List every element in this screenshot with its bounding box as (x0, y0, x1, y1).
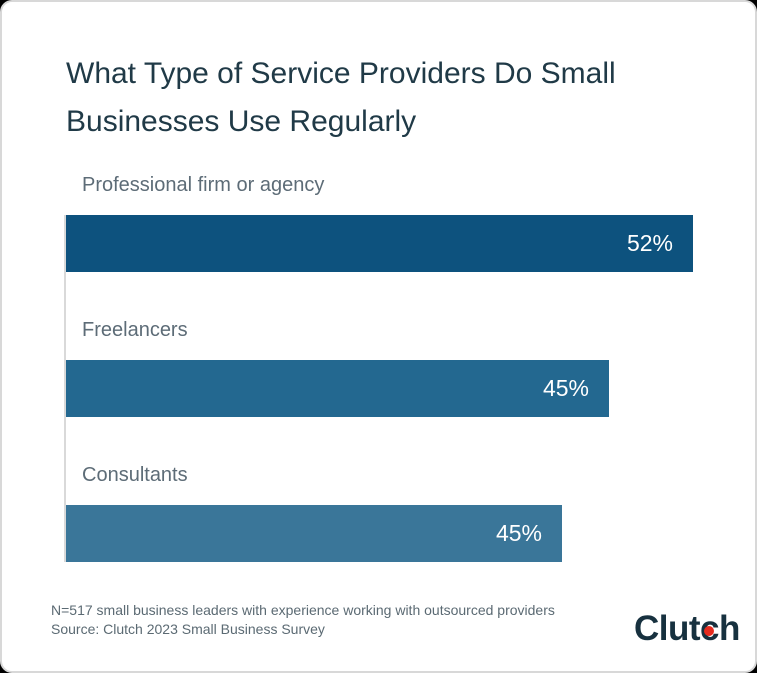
bar-value-label-freelancers: 45% (542, 375, 589, 401)
bar-category-label-consultants: Consultants (82, 464, 188, 486)
sample-size-note: N=517 small business leaders with experi… (51, 602, 555, 618)
clutch-logo-text-left: Clut (634, 609, 701, 648)
bar-category-label-professional-firm: Professional firm or agency (82, 174, 325, 196)
clutch-logo-dotted-c: c (700, 609, 719, 649)
bar-professional-firm: 52% (66, 215, 693, 272)
y-axis-line (64, 215, 66, 562)
clutch-logo-text-right: h (719, 609, 740, 648)
footnote: N=517 small business leaders with experi… (51, 601, 555, 639)
source-note: Source: Clutch 2023 Small Business Surve… (51, 621, 325, 637)
bar-value-label-consultants: 45% (495, 520, 542, 546)
clutch-logo: Clutch (634, 609, 740, 649)
chart-title: What Type of Service Providers Do Small … (66, 57, 616, 138)
bar-freelancers: 45% (66, 360, 609, 417)
bar-value-label-professional-firm: 52% (626, 230, 673, 256)
bar-consultants: 45% (66, 505, 562, 562)
clutch-logo-red-dot-icon (704, 626, 715, 636)
bar-category-label-freelancers: Freelancers (82, 319, 188, 341)
